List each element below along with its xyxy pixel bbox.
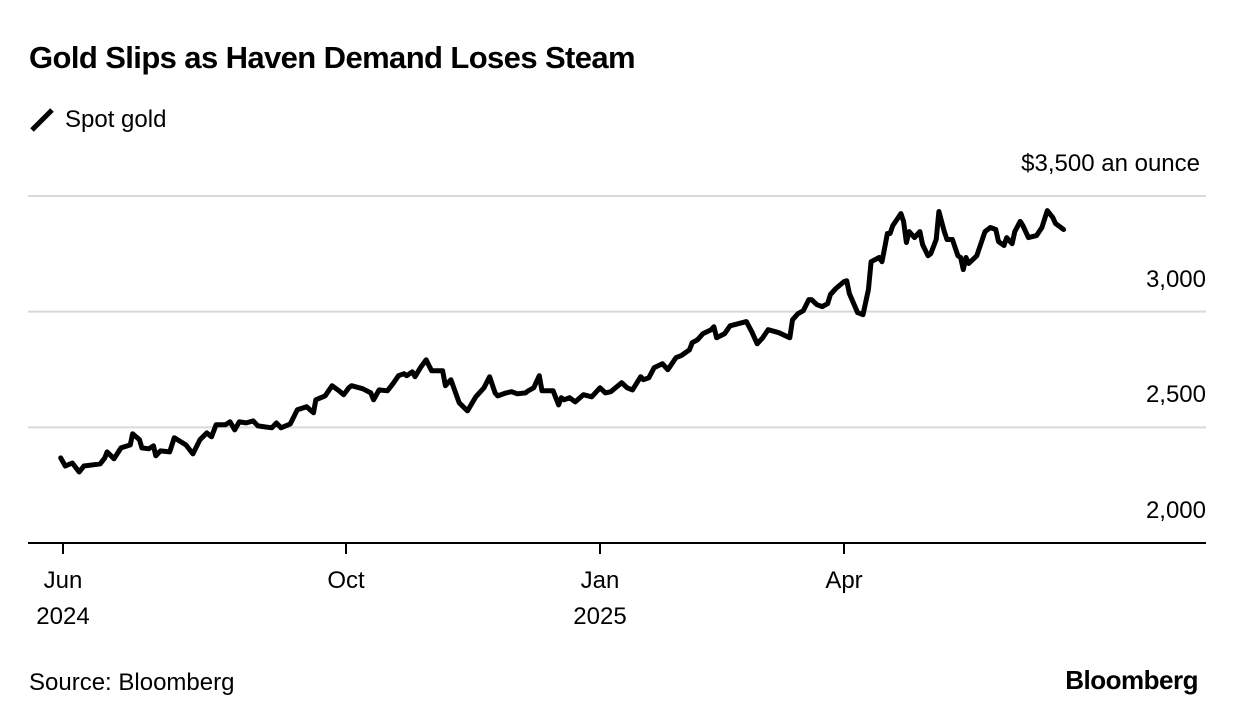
x-tick-label: Jan 2025 (573, 567, 627, 630)
y-tick-label: 2,500 (1145, 381, 1206, 409)
x-tick-label: Oct (327, 567, 365, 594)
bloomberg-logo: Bloomberg (1065, 665, 1198, 695)
legend-label: Spot gold (65, 106, 167, 133)
y-tick-label: 3,000 (1145, 265, 1206, 293)
legend-line-swatch-icon (30, 108, 54, 132)
y-tick-label: 2,000 (1145, 497, 1206, 524)
legend: Spot gold (29, 106, 166, 134)
series-line-spot-gold (58, 208, 1067, 475)
chart-title: Gold Slips as Haven Demand Loses Steam (29, 40, 636, 75)
x-tick-label: Jun 2024 (36, 567, 90, 630)
x-tick-label: Apr (825, 567, 863, 594)
source-note: Source: Bloomberg (29, 669, 235, 696)
y-axis-unit-label: $3,500 an ounce (1021, 150, 1200, 177)
